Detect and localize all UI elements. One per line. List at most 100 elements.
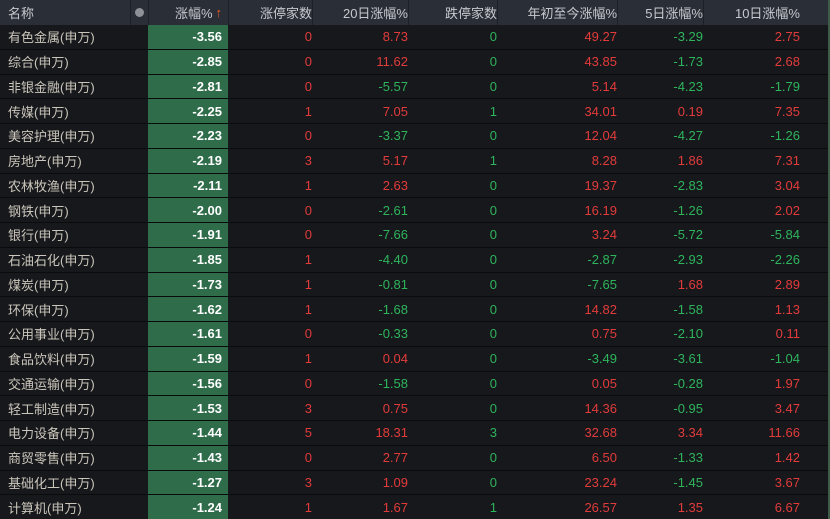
cell-dot (130, 248, 148, 272)
cell-change: -1.85 (148, 247, 228, 272)
cell-name: 商贸零售(申万) (8, 451, 95, 467)
cell-change: -1.27 (148, 470, 228, 495)
cell-chg20: 1.09 (382, 474, 408, 490)
column-header-name[interactable]: 名称 (0, 0, 130, 25)
cell-ytd: 5.14 (591, 78, 617, 94)
cell-name: 电力设备(申万) (8, 426, 95, 442)
cell-name: 美容护理(申万) (8, 129, 95, 145)
cell-chg5: 3.34 (677, 425, 703, 441)
table-row[interactable]: 交通运输(申万) -1.56 0 -1.58 0 0.05 -0.28 1.97 (0, 371, 830, 397)
cell-chg20: -4.40 (378, 252, 408, 268)
table-row[interactable]: 非银金融(申万) -2.81 0 -5.57 0 5.14 -4.23 -1.79 (0, 74, 830, 100)
cell-dot (130, 25, 148, 49)
cell-limit_down: 0 (489, 351, 497, 367)
cell-limit_down: 0 (489, 375, 497, 391)
cell-chg20: 18.31 (375, 425, 408, 441)
cell-name: 公用事业(申万) (8, 327, 95, 343)
cell-change: -1.91 (148, 223, 228, 247)
sort-ascending-icon: ↑ (215, 5, 223, 20)
cell-chg10: 2.68 (774, 54, 800, 70)
cell-dot (130, 223, 148, 247)
right-edge-strip (828, 0, 830, 519)
cell-chg10: 3.04 (774, 177, 800, 193)
cell-limit_up: 1 (304, 252, 312, 268)
cell-chg10: 11.66 (768, 425, 800, 441)
column-header-chg20[interactable]: 20日涨幅% (312, 0, 408, 25)
column-header-label: 20日涨幅% (342, 6, 408, 21)
cell-chg5: -2.10 (673, 326, 703, 342)
cell-chg5: 1.86 (677, 153, 703, 169)
cell-name: 基础化工(申万) (8, 475, 95, 491)
table-row[interactable]: 环保(申万) -1.62 1 -1.68 0 14.82 -1.58 1.13 (0, 297, 830, 322)
cell-limit_up: 1 (304, 351, 312, 367)
cell-change: -1.59 (148, 346, 228, 371)
column-header-chg5[interactable]: 5日涨幅% (617, 0, 703, 25)
cell-chg5: -2.93 (673, 252, 703, 268)
cell-change: -1.44 (148, 421, 228, 445)
cell-limit_down: 0 (489, 128, 497, 144)
cell-chg20: 5.17 (382, 153, 408, 169)
table-row[interactable]: 煤炭(申万) -1.73 1 -0.81 0 -7.65 1.68 2.89 (0, 272, 830, 298)
column-header-limit_down[interactable]: 跌停家数 (408, 0, 497, 25)
table-row[interactable]: 轻工制造(申万) -1.53 3 0.75 0 14.36 -0.95 3.47 (0, 396, 830, 421)
table-row[interactable]: 房地产(申万) -2.19 3 5.17 1 8.28 1.86 7.31 (0, 148, 830, 174)
table-row[interactable]: 电力设备(申万) -1.44 5 18.31 3 32.68 3.34 11.66 (0, 421, 830, 446)
cell-chg20: 8.73 (382, 29, 408, 45)
cell-limit_down: 0 (489, 301, 497, 317)
table-body: 有色金属(申万) -3.56 0 8.73 0 49.27 -3.29 2.75 综合(申万) -… (0, 25, 830, 519)
table-row[interactable]: 有色金属(申万) -3.56 0 8.73 0 49.27 -3.29 2.75 (0, 25, 830, 50)
column-header-ytd[interactable]: 年初至今涨幅% (497, 0, 617, 25)
table-row[interactable]: 食品饮料(申万) -1.59 1 0.04 0 -3.49 -3.61 -1.04 (0, 346, 830, 372)
cell-limit_down: 3 (489, 425, 497, 441)
cell-name: 房地产(申万) (8, 154, 82, 170)
cell-ytd: 8.28 (591, 153, 617, 169)
cell-name: 轻工制造(申万) (8, 401, 95, 417)
cell-limit_up: 0 (304, 54, 312, 70)
cell-change: -1.56 (148, 371, 228, 396)
cell-ytd: 26.57 (584, 499, 617, 515)
column-header-chg10[interactable]: 10日涨幅% (703, 0, 800, 25)
column-header-dot[interactable] (130, 0, 148, 25)
table-row[interactable]: 传媒(申万) -2.25 1 7.05 1 34.01 0.19 7.35 (0, 99, 830, 124)
cell-change: -1.43 (148, 445, 228, 470)
cell-chg10: -1.04 (770, 351, 800, 367)
cell-chg10: 1.13 (774, 301, 800, 317)
cell-chg20: 2.77 (382, 450, 408, 466)
cell-chg10: 1.42 (774, 450, 800, 466)
table-row[interactable]: 综合(申万) -2.85 0 11.62 0 43.85 -1.73 2.68 (0, 49, 830, 75)
cell-limit_up: 0 (304, 202, 312, 218)
cell-chg20: -7.66 (378, 227, 408, 243)
cell-change: -2.81 (148, 74, 228, 99)
cell-chg5: -4.27 (673, 128, 703, 144)
cell-chg10: -1.26 (770, 128, 800, 144)
cell-ytd: 32.68 (584, 425, 617, 441)
column-header-label: 年初至今涨幅% (527, 6, 617, 21)
cell-limit_down: 0 (489, 177, 497, 193)
cell-limit_up: 1 (304, 499, 312, 515)
table-row[interactable]: 基础化工(申万) -1.27 3 1.09 0 23.24 -1.45 3.67 (0, 470, 830, 496)
cell-chg10: 6.67 (774, 499, 800, 515)
table-row[interactable]: 商贸零售(申万) -1.43 0 2.77 0 6.50 -1.33 1.42 (0, 445, 830, 471)
cell-chg5: -3.61 (673, 351, 703, 367)
cell-limit_down: 0 (489, 54, 497, 70)
cell-limit_down: 0 (489, 78, 497, 94)
table-row[interactable]: 石油石化(申万) -1.85 1 -4.40 0 -2.87 -2.93 -2.26 (0, 247, 830, 273)
table-row[interactable]: 计算机(申万) -1.24 1 1.67 1 26.57 1.35 6.67 (0, 495, 830, 519)
cell-ytd: -7.65 (587, 276, 617, 292)
cell-dot (130, 149, 148, 173)
table-row[interactable]: 公用事业(申万) -1.61 0 -0.33 0 0.75 -2.10 0.11 (0, 322, 830, 347)
cell-chg10: 3.67 (774, 474, 800, 490)
cell-change: -1.24 (148, 495, 228, 519)
table-row[interactable]: 农林牧渔(申万) -2.11 1 2.63 0 19.37 -2.83 3.04 (0, 173, 830, 199)
cell-name: 交通运输(申万) (8, 376, 95, 392)
table-row[interactable]: 钢铁(申万) -2.00 0 -2.61 0 16.19 -1.26 2.02 (0, 198, 830, 223)
cell-limit_up: 0 (304, 29, 312, 45)
column-header-change[interactable]: 涨幅% ↑ (148, 0, 228, 25)
cell-limit_up: 5 (304, 425, 312, 441)
cell-chg5: -5.72 (673, 227, 703, 243)
table-row[interactable]: 美容护理(申万) -2.23 0 -3.37 0 12.04 -4.27 -1.26 (0, 124, 830, 149)
column-header-limit_up[interactable]: 涨停家数 (228, 0, 312, 25)
cell-ytd: 34.01 (584, 103, 617, 119)
table-row[interactable]: 银行(申万) -1.91 0 -7.66 0 3.24 -5.72 -5.84 (0, 223, 830, 248)
cell-dot (130, 198, 148, 222)
